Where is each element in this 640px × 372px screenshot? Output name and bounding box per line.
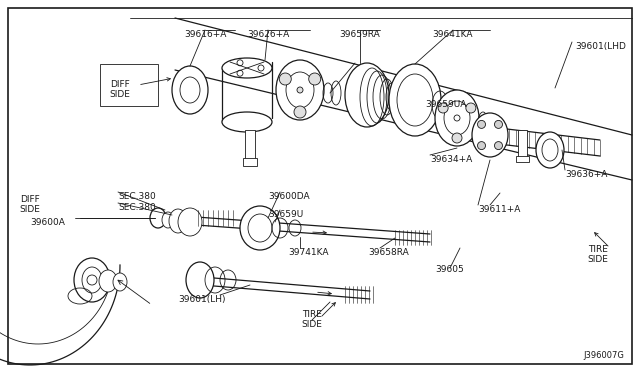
Ellipse shape — [74, 258, 110, 302]
Text: 39641KA: 39641KA — [433, 30, 473, 39]
Circle shape — [279, 73, 291, 85]
Circle shape — [438, 103, 448, 113]
Text: TIRE
SIDE: TIRE SIDE — [301, 310, 323, 329]
Text: 39600DA: 39600DA — [268, 192, 310, 201]
Ellipse shape — [113, 273, 127, 291]
Text: 39659U: 39659U — [268, 210, 303, 219]
Circle shape — [495, 142, 502, 150]
Ellipse shape — [172, 66, 208, 114]
Text: 39601(LHD: 39601(LHD — [575, 42, 626, 51]
Text: 39634+A: 39634+A — [430, 155, 472, 164]
Text: 39605: 39605 — [435, 265, 464, 274]
Circle shape — [294, 106, 306, 118]
Text: DIFF
SIDE: DIFF SIDE — [109, 80, 131, 99]
Text: 39658RA: 39658RA — [368, 248, 409, 257]
Text: 39659UA: 39659UA — [425, 100, 467, 109]
Text: J396007G: J396007G — [583, 351, 624, 360]
Ellipse shape — [435, 90, 479, 146]
Bar — [245, 130, 255, 160]
Ellipse shape — [186, 262, 214, 298]
Text: SEC.380: SEC.380 — [118, 192, 156, 201]
Text: 39616+A: 39616+A — [184, 30, 226, 39]
Ellipse shape — [222, 58, 272, 78]
Text: DIFF
SIDE: DIFF SIDE — [20, 195, 40, 214]
Text: 39600A: 39600A — [30, 218, 65, 227]
Text: 39611+A: 39611+A — [478, 205, 520, 214]
Ellipse shape — [345, 63, 389, 127]
Text: 39636+A: 39636+A — [565, 170, 607, 179]
Circle shape — [297, 87, 303, 93]
Ellipse shape — [99, 270, 117, 292]
Ellipse shape — [240, 206, 280, 250]
Bar — [518, 130, 527, 158]
Text: SEC.380: SEC.380 — [118, 203, 156, 212]
Bar — [516, 156, 529, 162]
Text: 39741KA: 39741KA — [288, 248, 328, 257]
Bar — [100, 64, 158, 106]
Circle shape — [477, 121, 486, 128]
Circle shape — [495, 121, 502, 128]
Ellipse shape — [276, 60, 324, 120]
Circle shape — [308, 73, 321, 85]
Ellipse shape — [162, 212, 174, 228]
Circle shape — [466, 103, 476, 113]
Ellipse shape — [169, 209, 187, 233]
Bar — [243, 158, 257, 166]
Text: 39601(LH): 39601(LH) — [179, 295, 226, 304]
Ellipse shape — [178, 208, 202, 236]
Ellipse shape — [389, 64, 441, 136]
Text: TIRE
SIDE: TIRE SIDE — [588, 245, 609, 264]
Ellipse shape — [222, 112, 272, 132]
Text: 39659RA: 39659RA — [340, 30, 380, 39]
Ellipse shape — [536, 132, 564, 168]
Circle shape — [477, 142, 486, 150]
Text: 39626+A: 39626+A — [247, 30, 289, 39]
Ellipse shape — [472, 113, 508, 157]
Circle shape — [452, 133, 462, 143]
Ellipse shape — [150, 208, 166, 228]
